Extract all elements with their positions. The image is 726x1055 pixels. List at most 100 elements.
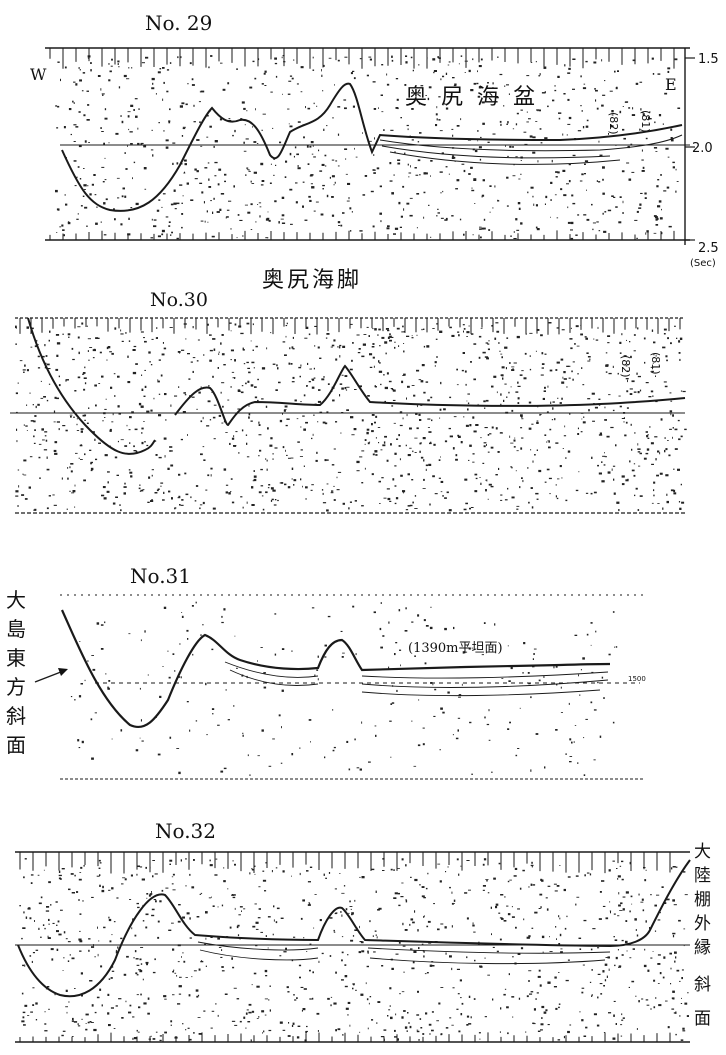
reflection-dot [339, 355, 340, 357]
reflection-dot [542, 352, 544, 354]
reflection-dot [132, 1038, 133, 1040]
reflection-dot [246, 138, 249, 139]
reflection-dot [605, 979, 606, 981]
reflection-dot [406, 900, 407, 902]
reflection-dot [654, 122, 655, 124]
reflection-dot [561, 712, 563, 713]
reflection-dot [559, 118, 561, 120]
reflection-dot [93, 669, 96, 671]
reflection-dot [539, 970, 541, 972]
reflection-dot [561, 478, 562, 479]
reflection-dot [29, 487, 31, 489]
reflection-dot [580, 105, 582, 106]
reflection-dot [369, 1003, 370, 1005]
reflection-dot [652, 503, 654, 504]
reflection-dot [379, 481, 382, 483]
reflection-dot [681, 1003, 682, 1004]
reflection-dot [267, 469, 268, 471]
reflection-dot [540, 879, 542, 881]
reflection-dot [185, 163, 188, 165]
reflection-dot [108, 142, 109, 143]
reflection-dot [223, 364, 226, 365]
reflection-dot [474, 431, 477, 433]
reflection-dot [643, 167, 645, 169]
reflection-dot [327, 195, 329, 197]
reflection-dot [302, 206, 304, 208]
reflection-dot [345, 975, 348, 977]
reflection-dot [268, 487, 270, 488]
reflection-dot [245, 205, 248, 206]
reflection-dot [323, 422, 326, 424]
reflection-dot [283, 55, 285, 56]
reflection-dot [124, 445, 127, 447]
reflection-dot [438, 212, 441, 213]
reflection-dot [521, 438, 523, 439]
reflection-dot [517, 748, 519, 749]
reflection-dot [46, 906, 49, 908]
reflection-dot [650, 894, 652, 895]
reflection-dot [46, 910, 49, 911]
reflection-dot [341, 631, 343, 632]
reflection-dot [400, 458, 401, 460]
reflection-dot [344, 57, 347, 58]
reflection-dot [613, 197, 615, 198]
reflection-dot [498, 468, 499, 470]
reflection-dot [185, 394, 187, 395]
reflection-dot [466, 384, 467, 386]
reflection-dot [682, 1030, 685, 1031]
reflection-dot [332, 709, 333, 710]
reflection-dot [335, 1029, 337, 1031]
reflection-dot [451, 968, 452, 970]
reflection-dot [634, 463, 635, 464]
reflection-dot [47, 400, 48, 401]
reflection-dot [584, 874, 586, 876]
reflection-dot [151, 1036, 152, 1037]
reflection-dot [376, 1022, 377, 1024]
reflection-dot [334, 449, 336, 450]
reflection-dot [576, 490, 579, 491]
reflection-dot [399, 650, 401, 651]
reflection-dot [625, 920, 627, 922]
reflection-dot [440, 708, 443, 710]
reflection-dot [148, 477, 150, 479]
reflection-dot [265, 71, 267, 73]
reflection-dot [570, 756, 573, 757]
reflection-dot [314, 326, 317, 327]
reflection-dot [424, 172, 427, 174]
reflection-dot [200, 894, 202, 895]
reflection-dot [48, 881, 51, 883]
reflection-dot [171, 1025, 172, 1026]
reflection-dot [506, 337, 508, 339]
reflection-dot [61, 225, 63, 227]
reflection-dot [282, 648, 284, 650]
reflection-dot [192, 397, 195, 398]
reflection-dot [184, 473, 186, 475]
reflection-dot [311, 183, 313, 184]
reflection-dot [538, 976, 541, 978]
reflection-dot [158, 921, 160, 923]
reflection-dot [169, 446, 172, 448]
reflection-dot [638, 451, 641, 452]
reflection-dot [167, 468, 169, 470]
reflection-dot [520, 414, 523, 416]
reflection-dot [512, 956, 514, 957]
reflection-dot [258, 1016, 259, 1017]
reflection-dot [21, 938, 23, 939]
reflection-dot [416, 193, 419, 195]
reflection-dot [609, 969, 610, 971]
reflection-dot [300, 376, 302, 378]
reflection-dot [546, 897, 548, 898]
reflection-dot [510, 466, 512, 467]
reflection-dot [301, 918, 303, 920]
reflection-dot [663, 190, 666, 191]
reflection-dot [60, 79, 61, 81]
reflection-dot [331, 997, 332, 998]
reflection-dot [88, 1022, 90, 1024]
reflection-dot [172, 163, 173, 165]
reflection-dot [335, 912, 337, 913]
reflection-dot [354, 900, 355, 902]
reflection-dot [486, 342, 489, 343]
reflection-dot [177, 162, 179, 164]
reflection-dot [622, 954, 624, 956]
reflection-dot [616, 646, 618, 648]
